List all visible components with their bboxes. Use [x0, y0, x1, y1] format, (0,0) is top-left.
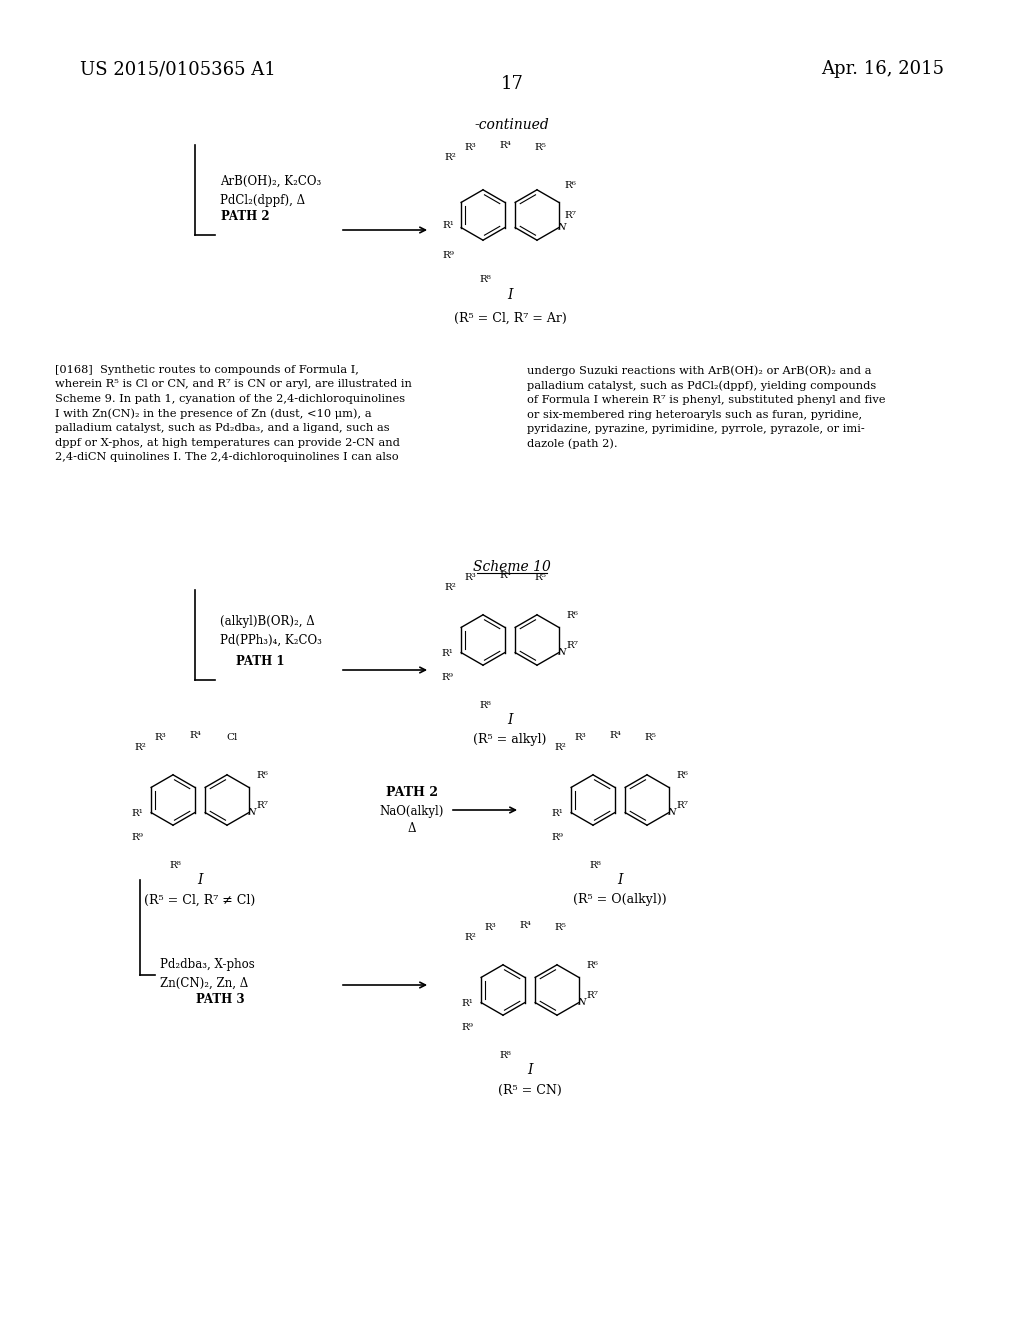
Text: R³: R³ [155, 734, 166, 742]
Text: I: I [507, 288, 513, 302]
Text: R¹: R¹ [442, 220, 454, 230]
Text: R⁶: R⁶ [564, 181, 575, 190]
Text: R⁹: R⁹ [131, 833, 143, 842]
Text: I: I [198, 873, 203, 887]
Text: R⁴: R⁴ [189, 730, 201, 739]
Text: R⁷: R⁷ [586, 990, 598, 999]
Text: R¹: R¹ [441, 648, 453, 657]
Text: I: I [617, 873, 623, 887]
Text: R⁹: R⁹ [551, 833, 563, 842]
Text: PATH 1: PATH 1 [236, 655, 285, 668]
Text: R¹: R¹ [551, 808, 563, 817]
Text: Pd₂dba₃, X-phos
Zn(CN)₂, Zn, Δ: Pd₂dba₃, X-phos Zn(CN)₂, Zn, Δ [160, 958, 255, 990]
Text: R²: R² [134, 742, 146, 751]
Text: R²: R² [554, 742, 566, 751]
Text: I: I [507, 713, 513, 727]
Text: R³: R³ [484, 924, 496, 932]
Text: R⁶: R⁶ [676, 771, 688, 780]
Text: N: N [578, 998, 586, 1007]
Text: -continued: -continued [475, 117, 549, 132]
Text: R⁸: R⁸ [499, 1051, 511, 1060]
Text: (R⁵ = Cl, R⁷ ≠ Cl): (R⁵ = Cl, R⁷ ≠ Cl) [144, 894, 256, 907]
Text: R⁷: R⁷ [676, 800, 688, 809]
Text: undergo Suzuki reactions with ArB(OH)₂ or ArB(OR)₂ and a
palladium catalyst, suc: undergo Suzuki reactions with ArB(OH)₂ o… [527, 366, 886, 449]
Text: N: N [248, 808, 256, 817]
Text: R⁵: R⁵ [535, 573, 546, 582]
Text: N: N [668, 808, 676, 817]
Text: R²: R² [444, 582, 456, 591]
Text: NaO(alkyl): NaO(alkyl) [380, 805, 444, 818]
Text: R⁴: R⁴ [519, 920, 530, 929]
Text: 17: 17 [501, 75, 523, 92]
Text: (R⁵ = Cl, R⁷ = Ar): (R⁵ = Cl, R⁷ = Ar) [454, 312, 566, 325]
Text: R⁹: R⁹ [441, 673, 453, 682]
Text: R⁹: R⁹ [461, 1023, 473, 1032]
Text: US 2015/0105365 A1: US 2015/0105365 A1 [80, 59, 275, 78]
Text: (R⁵ = alkyl): (R⁵ = alkyl) [473, 734, 547, 747]
Text: I: I [527, 1063, 532, 1077]
Text: Scheme 10: Scheme 10 [473, 560, 551, 574]
Text: R⁵: R⁵ [535, 144, 546, 153]
Text: R⁸: R⁸ [479, 701, 490, 710]
Text: R⁴: R⁴ [499, 140, 511, 149]
Text: R²: R² [464, 932, 476, 941]
Text: R¹: R¹ [461, 998, 473, 1007]
Text: R⁸: R⁸ [169, 861, 181, 870]
Text: R⁷: R⁷ [566, 640, 578, 649]
Text: R²: R² [444, 153, 456, 162]
Text: (R⁵ = CN): (R⁵ = CN) [498, 1084, 562, 1097]
Text: PATH 2: PATH 2 [386, 787, 438, 800]
Text: (alkyl)B(OR)₂, Δ
Pd(PPh₃)₄, K₂CO₃: (alkyl)B(OR)₂, Δ Pd(PPh₃)₄, K₂CO₃ [220, 615, 322, 647]
Text: R⁵: R⁵ [554, 924, 566, 932]
Text: R⁴: R⁴ [499, 570, 511, 579]
Text: R⁸: R⁸ [589, 861, 601, 870]
Text: ArB(OH)₂, K₂CO₃
PdCl₂(dppf), Δ: ArB(OH)₂, K₂CO₃ PdCl₂(dppf), Δ [220, 176, 322, 207]
Text: N: N [558, 648, 566, 657]
Text: R⁶: R⁶ [586, 961, 598, 969]
Text: PATH 3: PATH 3 [196, 993, 245, 1006]
Text: R⁶: R⁶ [256, 771, 268, 780]
Text: R⁷: R⁷ [256, 800, 268, 809]
Text: R⁷: R⁷ [564, 210, 575, 219]
Text: Cl: Cl [226, 734, 238, 742]
Text: R⁶: R⁶ [566, 610, 578, 619]
Text: R¹: R¹ [131, 808, 143, 817]
Text: PATH 2: PATH 2 [221, 210, 269, 223]
Text: R³: R³ [464, 573, 476, 582]
Text: R³: R³ [574, 734, 586, 742]
Text: R⁴: R⁴ [609, 730, 621, 739]
Text: R⁸: R⁸ [479, 276, 490, 285]
Text: R⁹: R⁹ [442, 251, 454, 260]
Text: R⁵: R⁵ [644, 734, 656, 742]
Text: Δ: Δ [408, 821, 416, 834]
Text: N: N [558, 223, 566, 232]
Text: R³: R³ [464, 144, 476, 153]
Text: (R⁵ = O(alkyl)): (R⁵ = O(alkyl)) [573, 894, 667, 907]
Text: Apr. 16, 2015: Apr. 16, 2015 [821, 59, 944, 78]
Text: [0168]  Synthetic routes to compounds of Formula I,
wherein R⁵ is Cl or CN, and : [0168] Synthetic routes to compounds of … [55, 366, 412, 462]
